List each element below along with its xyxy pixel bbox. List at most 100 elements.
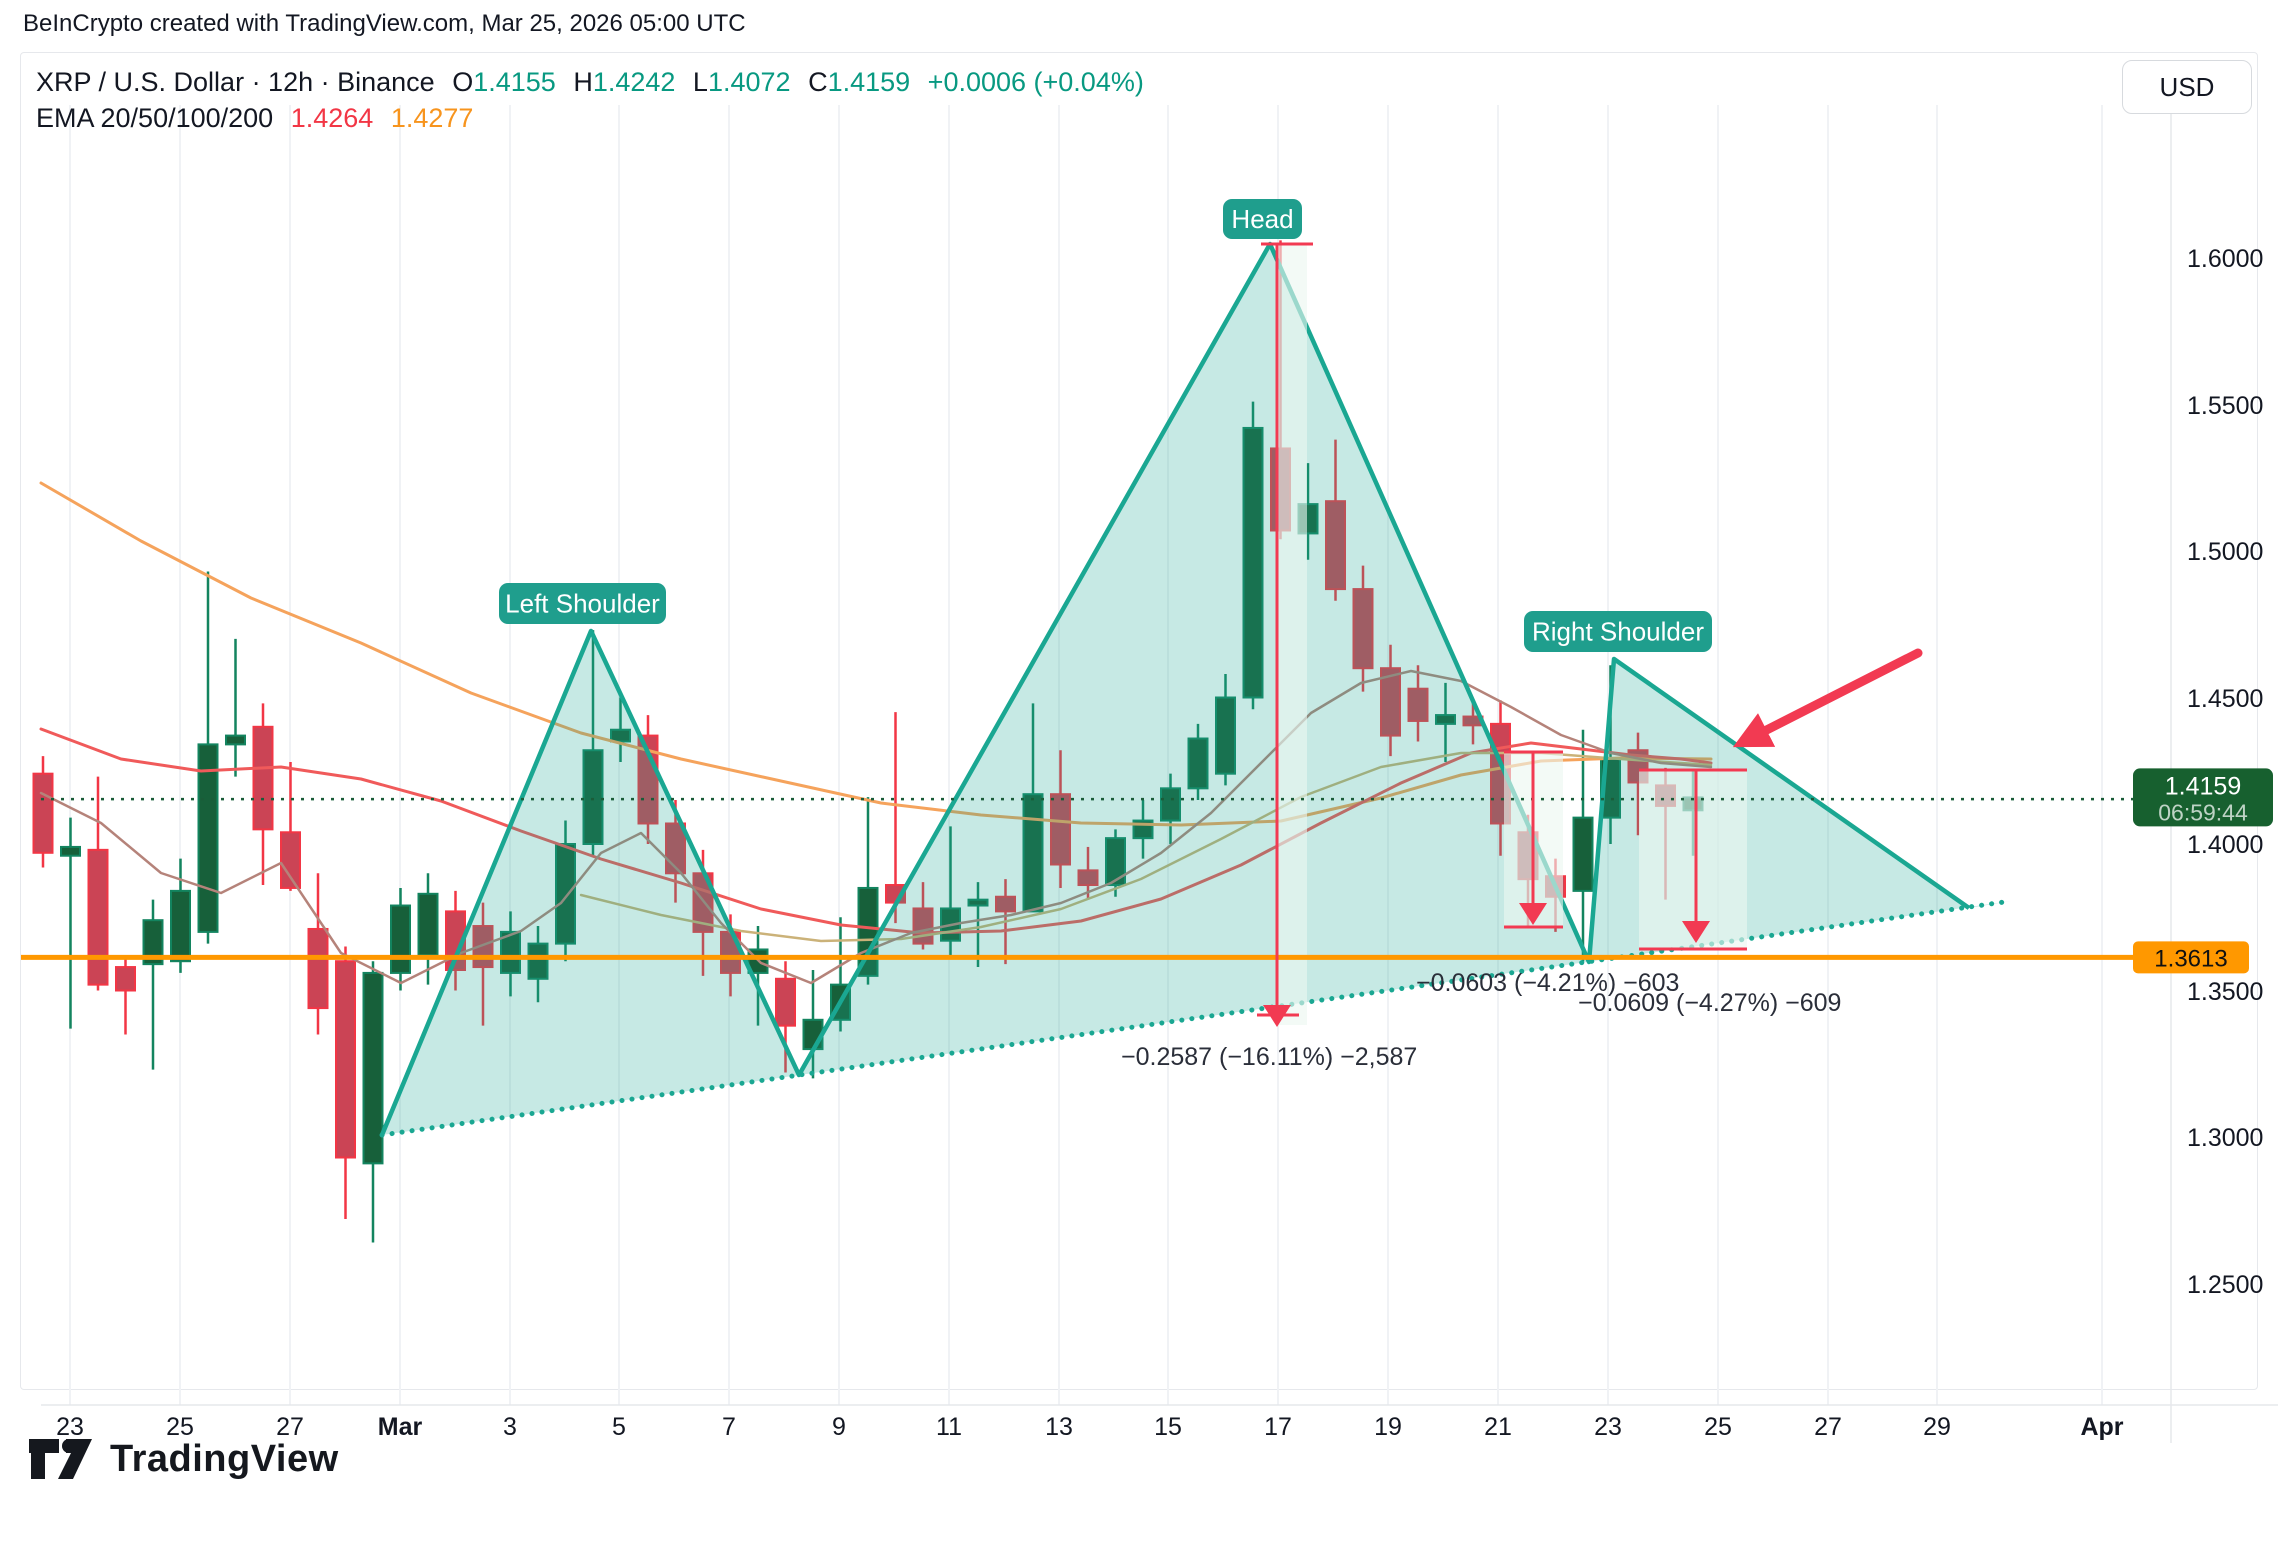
chart-canvas[interactable]: −0.2587 (−16.11%) −2,587 −0.0603 (−4.21%)…: [21, 53, 2278, 1563]
candle-body: [225, 734, 246, 746]
measure_left-text: −0.0603 (−4.21%) −603: [1416, 969, 1679, 997]
open-value: 1.4155: [473, 67, 556, 97]
price-tick-label: 1.5500: [2187, 392, 2263, 420]
candle-body: [1187, 737, 1209, 790]
candle-body: [252, 725, 274, 831]
currency-button[interactable]: USD: [2122, 60, 2252, 114]
candle-body: [1325, 500, 1346, 591]
attribution-bar: BeInCrypto created with TradingView.com,…: [23, 10, 746, 38]
time-tick-label: 23: [1594, 1413, 1622, 1441]
candle-body: [857, 886, 879, 977]
candle-body: [1407, 687, 1429, 722]
indicator-name[interactable]: EMA 20/50/100/200: [36, 103, 274, 133]
head-badge-label: Head: [1231, 204, 1293, 234]
candle-body: [115, 966, 136, 992]
time-tick-label: 25: [1704, 1413, 1732, 1441]
levels-layer: [21, 797, 2171, 960]
candle-body: [280, 831, 301, 889]
candle-body: [1022, 793, 1044, 913]
candle-body: [60, 845, 81, 857]
candle-body: [1435, 714, 1456, 725]
measure-arrowhead: [1263, 1005, 1291, 1027]
time-tick-label: Apr: [2080, 1413, 2123, 1441]
indicator-row: EMA 20/50/100/200 1.4264 1.4277: [36, 100, 1144, 136]
change-value: +0.0006 (+0.04%): [927, 67, 1144, 97]
candle-body: [555, 843, 576, 945]
time-tick-label: 17: [1264, 1413, 1292, 1441]
candle-body: [390, 904, 411, 974]
time-tick-label: 7: [722, 1413, 736, 1441]
chart-card: −0.2587 (−16.11%) −2,587 −0.0603 (−4.21%)…: [20, 52, 2278, 1443]
attribution-text: BeInCrypto created with TradingView.com,…: [23, 10, 746, 37]
candle-body: [142, 919, 164, 966]
level-price-tag: [2133, 941, 2249, 974]
ema-20: [39, 669, 1713, 985]
symbol-row: XRP / U.S. Dollar · 12h · Binance O1.415…: [36, 64, 1144, 100]
badges-layer: Left Shoulder Head Right Shoulder: [499, 199, 1712, 652]
candle-body: [527, 942, 549, 980]
candle-body: [775, 977, 796, 1027]
time-tick-label: Mar: [378, 1413, 423, 1441]
candle-body: [1215, 696, 1236, 775]
time-tick-label: 27: [1814, 1413, 1842, 1441]
time-tick-label: 11: [936, 1413, 962, 1441]
open-label: O: [452, 67, 474, 97]
ema-100: [39, 727, 1713, 935]
level-price-value: 1.3613: [2154, 945, 2227, 972]
last-price-tag: [2133, 768, 2273, 827]
price-axis[interactable]: 1.6000 1.5500 1.5000 1.4500 1.4000 1.3500 1.30…: [2133, 245, 2273, 1299]
candle-body: [1160, 787, 1181, 822]
low-label: L: [692, 67, 708, 97]
price-tick-label: 1.3000: [2187, 1124, 2263, 1152]
time-tick-label: 13: [1045, 1413, 1073, 1441]
head-badge: [1223, 199, 1302, 239]
candle-body: [307, 927, 329, 1010]
measures-layer: −0.2587 (−16.11%) −2,587 −0.0603 (−4.21%)…: [1121, 242, 1841, 1071]
candle-body: [1242, 426, 1264, 699]
candle-body: [197, 743, 219, 933]
candle-body: [1050, 793, 1071, 866]
measure-arrowhead: [1682, 921, 1710, 943]
high-value: 1.4242: [592, 67, 676, 97]
ema-value-2: 1.4277: [390, 103, 474, 133]
candle-body: [362, 971, 384, 1165]
price-tick-label: 1.2500: [2187, 1271, 2263, 1299]
candle-body: [967, 898, 989, 907]
last-price-value: 1.4159: [2165, 772, 2241, 800]
time-tick-label: 19: [1374, 1413, 1402, 1441]
time-tick-label: 5: [612, 1413, 626, 1441]
annotation-arrow: [1732, 648, 1923, 748]
chart-legend: XRP / U.S. Dollar · 12h · Binance O1.415…: [36, 64, 1144, 136]
price-tick-label: 1.4500: [2187, 685, 2263, 713]
time-tick-label: 23: [56, 1413, 84, 1441]
tradingview-logo-text: TradingView: [110, 1437, 339, 1480]
footer-brand: TradingView: [28, 1434, 339, 1484]
measure_right-text: −0.0609 (−4.27%) −609: [1578, 989, 1841, 1017]
time-axis[interactable]: 23 25 27 Mar 3 5 7 9 11 13 15 17 19 21 23 25 27 29 Apr: [56, 1413, 2124, 1441]
time-tick-label: 29: [1923, 1413, 1951, 1441]
time-tick-label: 15: [1154, 1413, 1182, 1441]
close-value: 1.4159: [827, 67, 911, 97]
candle-body: [610, 728, 631, 743]
tradingview-logo-icon: [29, 1439, 92, 1479]
arrow-layer: [1732, 648, 1923, 748]
candle-body: [87, 848, 109, 986]
measure_head-text: −0.2587 (−16.11%) −2,587: [1121, 1043, 1417, 1071]
price-tick-label: 1.4000: [2187, 831, 2263, 859]
symbol-title[interactable]: XRP / U.S. Dollar · 12h · Binance: [36, 67, 435, 97]
candle-body: [665, 822, 686, 875]
ema-value-1: 1.4264: [290, 103, 374, 133]
time-tick-label: 27: [276, 1413, 304, 1441]
low-value: 1.4072: [707, 67, 791, 97]
candle-body: [582, 749, 604, 845]
candle-body: [335, 960, 356, 1159]
time-tick-label: 25: [166, 1413, 194, 1441]
price-tick-label: 1.6000: [2187, 245, 2263, 273]
candle-body: [417, 892, 439, 957]
measure-arrowhead: [1519, 903, 1547, 925]
candle-body: [170, 889, 191, 963]
price-tick-label: 1.5000: [2187, 538, 2263, 566]
time-tick-label: 9: [832, 1413, 846, 1441]
candle-body: [1105, 837, 1126, 887]
price-tick-label: 1.3500: [2187, 978, 2263, 1006]
